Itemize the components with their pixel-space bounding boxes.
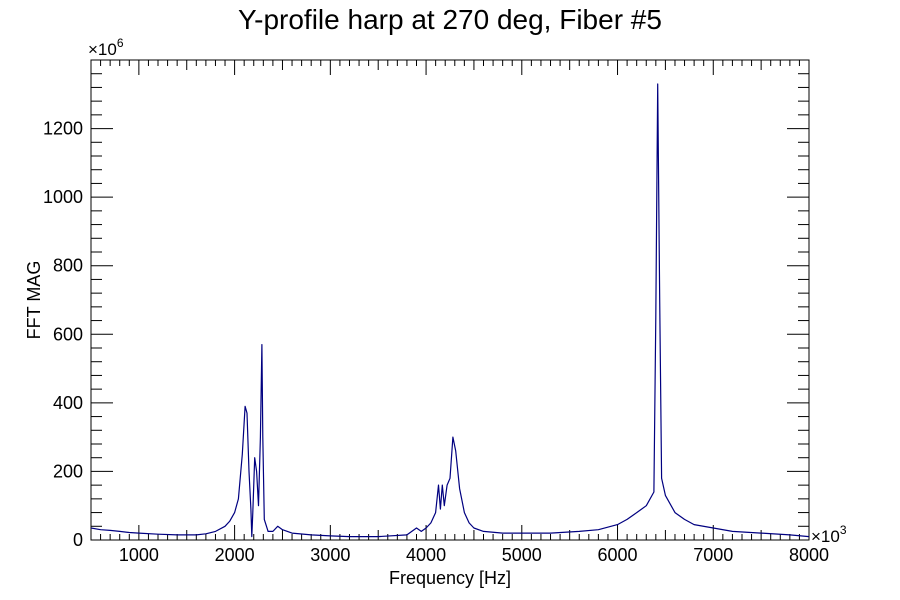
y-tick-label: 1200 (43, 119, 83, 139)
y-tick-label: 0 (73, 530, 83, 550)
y-tick-label: 200 (53, 461, 83, 481)
x-tick-label: 6000 (598, 545, 638, 565)
series-line (90, 83, 810, 538)
x-tick-label: 2000 (215, 545, 255, 565)
x-tick-label: 4000 (406, 545, 446, 565)
x-tick-label: 7000 (693, 545, 733, 565)
y-tick-label: 400 (53, 393, 83, 413)
chart-title: Y-profile harp at 270 deg, Fiber #5 (238, 4, 662, 35)
y-axis-label: FFT MAG (24, 261, 44, 340)
y-tick-label: 600 (53, 324, 83, 344)
y-tick-label: 800 (53, 256, 83, 276)
x-tick-label: 8000 (789, 545, 829, 565)
y-tick-labels: 0 200 400 600 800 1000 1200 (43, 119, 83, 550)
x-axis-label: Frequency [Hz] (389, 568, 511, 588)
x-tick-label: 1000 (119, 545, 159, 565)
y-multiplier: ×106 (88, 36, 124, 59)
plot-frame (90, 59, 810, 541)
axis-ticks (90, 59, 810, 541)
y-tick-label: 1000 (43, 187, 83, 207)
x-tick-label: 3000 (310, 545, 350, 565)
x-tick-labels: 1000 2000 3000 4000 5000 6000 7000 8000 (119, 545, 829, 565)
x-multiplier: ×103 (811, 523, 847, 546)
x-tick-label: 5000 (502, 545, 542, 565)
